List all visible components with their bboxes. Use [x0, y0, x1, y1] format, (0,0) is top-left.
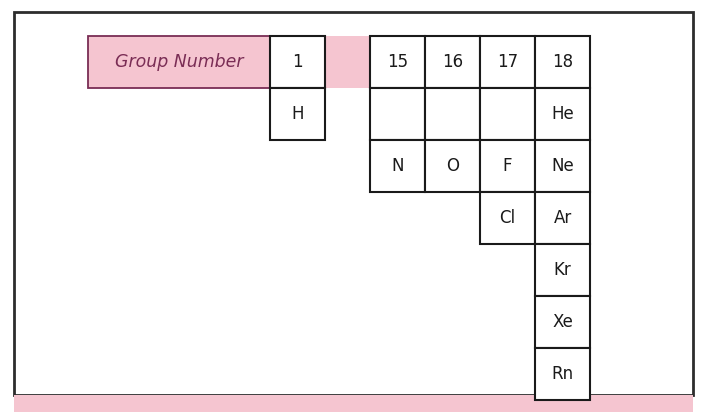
Text: 15: 15 — [387, 53, 408, 71]
Text: H: H — [291, 105, 304, 123]
Bar — [315, 36, 370, 88]
Text: Kr: Kr — [554, 261, 571, 279]
Bar — [535, 348, 590, 400]
Bar — [535, 88, 590, 140]
Bar — [88, 36, 270, 88]
Bar — [270, 36, 325, 88]
Text: N: N — [391, 157, 404, 175]
Bar — [535, 296, 590, 348]
Bar — [480, 192, 535, 244]
Bar — [425, 140, 480, 192]
Text: Ne: Ne — [551, 157, 574, 175]
Bar — [480, 88, 535, 140]
Text: 17: 17 — [497, 53, 518, 71]
Text: Group Number: Group Number — [115, 53, 243, 71]
Text: 16: 16 — [442, 53, 463, 71]
Bar — [535, 244, 590, 296]
Text: He: He — [551, 105, 574, 123]
Bar — [425, 88, 480, 140]
Text: 1: 1 — [292, 53, 303, 71]
Text: Cl: Cl — [499, 209, 515, 227]
Text: Ar: Ar — [554, 209, 572, 227]
Text: 18: 18 — [552, 53, 573, 71]
Bar — [535, 140, 590, 192]
Bar — [480, 140, 535, 192]
Bar — [370, 36, 425, 88]
Bar — [480, 36, 535, 88]
Bar — [535, 36, 590, 88]
Bar — [370, 88, 425, 140]
Bar — [425, 36, 480, 88]
Bar — [370, 140, 425, 192]
Text: O: O — [446, 157, 459, 175]
Bar — [270, 88, 325, 140]
Bar — [14, 395, 693, 412]
Text: Rn: Rn — [551, 365, 573, 383]
Bar — [535, 192, 590, 244]
Text: F: F — [503, 157, 513, 175]
Text: Xe: Xe — [552, 313, 573, 331]
